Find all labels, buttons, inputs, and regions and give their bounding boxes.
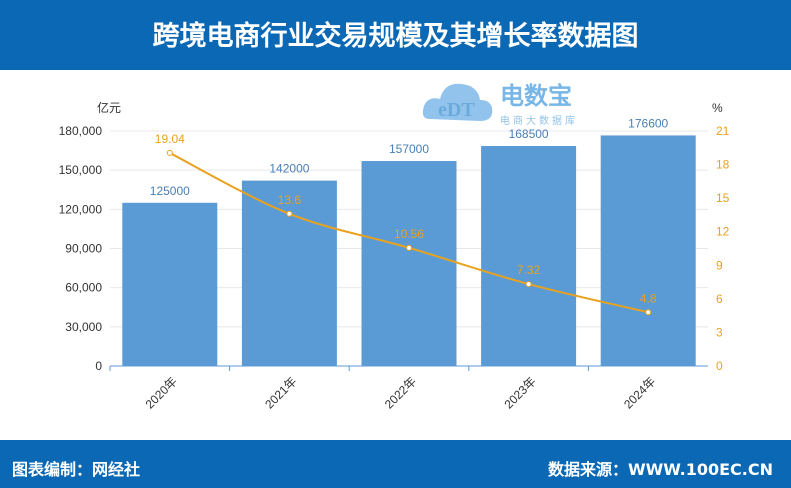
line-point bbox=[406, 244, 412, 251]
bar-value-label: 125000 bbox=[150, 184, 190, 198]
watermark-logo-text: eDT bbox=[438, 99, 475, 121]
footer-source: 数据来源：WWW.100EC.CN bbox=[547, 460, 773, 479]
chart-title: 跨境电商行业交易规模及其增长率数据图 bbox=[0, 0, 791, 70]
y-left-tick-label: 30,000 bbox=[65, 320, 102, 334]
y-right-tick-label: 15 bbox=[716, 191, 730, 205]
footer: 图表编制：网经社 数据来源：WWW.100EC.CN bbox=[0, 440, 791, 488]
y-right-tick-label: 12 bbox=[716, 225, 730, 239]
x-tick-label: 2020年 bbox=[143, 374, 180, 411]
bar-value-label: 157000 bbox=[389, 142, 429, 156]
line-point bbox=[645, 309, 652, 316]
y-right-tick-label: 6 bbox=[716, 292, 723, 306]
line-value-label: 10.56 bbox=[394, 227, 424, 241]
line-value-label: 4.8 bbox=[640, 291, 657, 305]
y-left-tick-label: 60,000 bbox=[65, 281, 102, 295]
y-left-axis-title: 亿元 bbox=[97, 100, 121, 115]
line-point bbox=[525, 281, 532, 288]
y-right-tick-label: 18 bbox=[716, 158, 730, 172]
y-right-tick-label: 9 bbox=[716, 258, 723, 272]
line-value-label: 13.6 bbox=[278, 193, 302, 207]
y-left-tick-label: 120,000 bbox=[59, 202, 103, 216]
y-left-tick-label: 180,000 bbox=[59, 124, 103, 138]
y-right-tick-label: 21 bbox=[716, 124, 730, 138]
watermark-sub: 电商大数据库 bbox=[500, 114, 578, 127]
y-right-tick-label: 0 bbox=[716, 359, 723, 373]
line-value-label: 7.32 bbox=[517, 263, 541, 277]
watermark-brand: 电数宝 bbox=[500, 82, 572, 110]
bar bbox=[481, 146, 577, 366]
y-left-tick-label: 0 bbox=[95, 359, 102, 373]
y-right-tick-label: 3 bbox=[716, 325, 723, 339]
line-point bbox=[166, 149, 173, 156]
footer-credit: 图表编制：网经社 bbox=[12, 460, 141, 479]
y-right-axis-title: % bbox=[712, 101, 723, 115]
chart: 0 30,000 60,000 90,000 120,000 150,000 180,000… bbox=[59, 100, 730, 411]
y-left-tick-label: 90,000 bbox=[65, 242, 102, 256]
bar bbox=[600, 135, 696, 366]
x-tick-label: 2023年 bbox=[501, 374, 538, 411]
x-tick-label: 2024年 bbox=[621, 374, 658, 411]
bar bbox=[361, 161, 457, 366]
x-tick-label: 2021年 bbox=[262, 374, 299, 411]
x-tick-label: 2022年 bbox=[382, 374, 419, 411]
watermark-logo: eDT 电数宝 电商大数据库 bbox=[420, 74, 590, 130]
y-left-tick-label: 150,000 bbox=[59, 163, 103, 177]
line-point bbox=[286, 210, 293, 217]
line-value-label: 19.04 bbox=[155, 132, 185, 146]
bar bbox=[241, 180, 337, 366]
bar-value-label: 176600 bbox=[628, 116, 668, 130]
bar-value-label: 142000 bbox=[269, 162, 309, 176]
bar-value-label: 168500 bbox=[509, 127, 549, 141]
bar bbox=[122, 202, 218, 366]
